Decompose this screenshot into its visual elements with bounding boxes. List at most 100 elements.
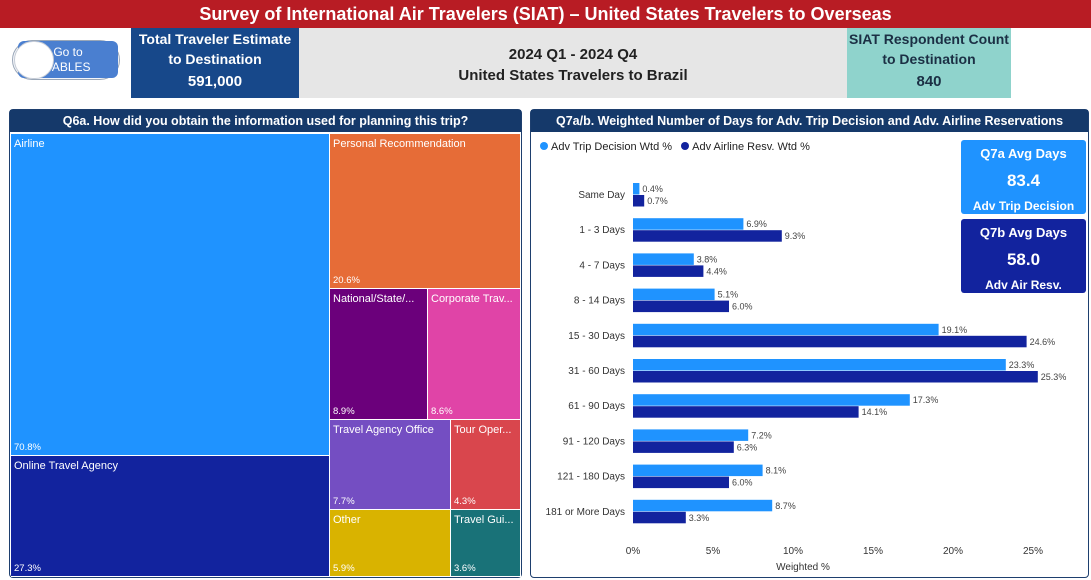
treemap-tile-label: Personal Recommendation — [333, 138, 466, 150]
treemap-title: Q6a. How did you obtain the information … — [10, 110, 521, 132]
data-label: 0.4% — [642, 184, 663, 194]
toggle-knob[interactable] — [14, 41, 54, 79]
treemap-tile[interactable]: Travel Gui... 3.6% — [451, 510, 521, 577]
data-label: 8.1% — [766, 466, 787, 476]
treemap-tile[interactable]: Corporate Trav... 8.6% — [428, 289, 521, 420]
data-label: 23.3% — [1009, 360, 1035, 370]
data-label: 4.4% — [706, 266, 727, 276]
q7a-value: 83.4 — [1006, 171, 1041, 190]
x-tick-label: 20% — [943, 546, 963, 557]
data-label: 17.3% — [913, 395, 939, 405]
bar — [633, 195, 645, 207]
treemap-tile-label: Corporate Trav... — [431, 293, 513, 305]
x-axis-label: Weighted % — [776, 562, 830, 573]
treemap-tile-value: 27.3% — [14, 563, 41, 574]
bar — [633, 476, 729, 489]
data-label: 25.3% — [1041, 372, 1067, 382]
treemap: Airline 70.8% Online Travel Agency 27.3% Per… — [11, 134, 521, 577]
category-label: 121 - 180 Days — [557, 472, 625, 483]
treemap-panel: Q6a. How did you obtain the information … — [9, 109, 522, 578]
bar — [633, 464, 763, 477]
total-traveler-label-2: to Destination — [168, 51, 262, 67]
data-label: 3.3% — [689, 513, 710, 523]
data-label: 14.1% — [862, 407, 888, 417]
x-tick-label: 5% — [706, 546, 721, 557]
respondent-label-2: to Destination — [882, 51, 976, 67]
data-label: 8.7% — [775, 501, 796, 511]
treemap-tile-label: Travel Gui... — [454, 514, 514, 526]
data-label: 5.1% — [718, 290, 739, 300]
bar — [633, 359, 1006, 371]
treemap-tile[interactable]: Travel Agency Office 7.7% — [330, 420, 451, 510]
bar — [633, 371, 1038, 383]
category-label: Same Day — [578, 190, 625, 201]
x-tick-label: 25% — [1023, 546, 1043, 557]
legend-trip-label: Adv Trip Decision Wtd % — [551, 141, 673, 153]
bar — [633, 288, 715, 301]
chart-legend: Adv Trip Decision Wtd % Adv Airline Resv… — [540, 141, 810, 153]
treemap-tile[interactable]: Airline 70.8% — [11, 134, 330, 456]
treemap-tile-value: 70.8% — [14, 442, 41, 453]
bar — [633, 183, 640, 195]
category-label: 181 or More Days — [546, 507, 625, 518]
treemap-tile-value: 8.6% — [431, 406, 453, 417]
treemap-tile-value: 4.3% — [454, 496, 476, 507]
category-label: 31 - 60 Days — [568, 366, 625, 377]
treemap-tile-label: Airline — [14, 138, 45, 150]
bar — [633, 265, 704, 277]
treemap-tile[interactable]: Online Travel Agency 27.3% — [11, 456, 330, 577]
page-title: Survey of International Air Travelers (S… — [0, 0, 1091, 28]
treemap-tile-value: 5.9% — [333, 563, 355, 574]
q7a-sub: Adv Trip Decision — [972, 199, 1075, 213]
total-traveler-label-1: Total Traveler Estimate — [138, 31, 292, 47]
bar — [633, 394, 910, 406]
total-traveler-card: Total Traveler Estimate to Destination 5… — [131, 28, 299, 98]
x-tick-label: 10% — [783, 546, 803, 557]
treemap-tile[interactable]: Tour Oper... 4.3% — [451, 420, 521, 510]
treemap-tile-value: 20.6% — [333, 275, 360, 286]
treemap-tile-label: Online Travel Agency — [14, 460, 118, 472]
treemap-tile[interactable]: Other 5.9% — [330, 510, 451, 577]
data-label: 6.3% — [737, 442, 758, 452]
data-label: 19.1% — [942, 325, 968, 335]
bar — [633, 218, 744, 230]
x-tick-label: 0% — [626, 546, 641, 557]
treemap-tile-label: Travel Agency Office — [333, 424, 434, 436]
go-to-label: Go to — [53, 45, 83, 59]
treemap-tile[interactable]: National/State/... 8.9% — [330, 289, 428, 420]
legend-dot-airline — [681, 142, 690, 150]
category-label: 8 - 14 Days — [574, 296, 625, 307]
data-label: 7.2% — [751, 430, 772, 440]
q7a-title: Q7a Avg Days — [980, 146, 1067, 161]
treemap-tile[interactable]: Personal Recommendation 20.6% — [330, 134, 521, 289]
bar — [633, 499, 773, 512]
legend-airline-label: Adv Airline Resv. Wtd % — [692, 141, 810, 153]
bar — [633, 441, 734, 453]
total-traveler-value: 591,000 — [187, 73, 243, 90]
bar — [633, 253, 694, 265]
bar — [633, 300, 729, 313]
period-label: 2024 Q1 - 2024 Q4 — [508, 46, 638, 63]
data-label: 9.3% — [785, 231, 806, 241]
category-label: 91 - 120 Days — [563, 436, 625, 447]
bar — [633, 406, 859, 418]
bar — [633, 429, 749, 441]
q7a-card: Q7a Avg Days 83.4 Adv Trip Decision — [961, 140, 1086, 214]
bar — [633, 335, 1027, 348]
data-label: 24.6% — [1030, 337, 1056, 347]
treemap-tile-label: Other — [333, 514, 361, 526]
period-destination-box: 2024 Q1 - 2024 Q4 United States Traveler… — [299, 28, 847, 98]
x-tick-label: 15% — [863, 546, 883, 557]
bar — [633, 230, 782, 242]
data-label: 6.9% — [746, 219, 767, 229]
treemap-tile-label: National/State/... — [333, 293, 415, 305]
treemap-tile-value: 3.6% — [454, 563, 476, 574]
respondent-value: 840 — [916, 73, 942, 90]
bar-chart: Same Day 0.4% 0.7% 1 - 3 Days 6.9% 9.3% 4 - 7 … — [546, 183, 1067, 573]
category-label: 15 - 30 Days — [568, 331, 625, 342]
category-label: 1 - 3 Days — [579, 225, 625, 236]
destination-label: United States Travelers to Brazil — [458, 67, 688, 84]
treemap-tile-label: Tour Oper... — [454, 424, 512, 436]
data-label: 6.0% — [732, 478, 753, 488]
q7b-title: Q7b Avg Days — [979, 225, 1068, 240]
